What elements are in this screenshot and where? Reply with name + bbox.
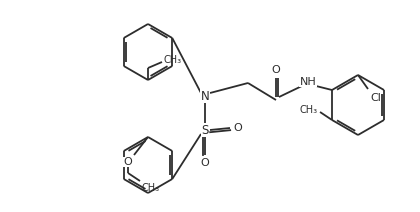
Text: S: S: [201, 124, 209, 137]
Text: CH₃: CH₃: [142, 183, 160, 193]
Text: O: O: [123, 157, 132, 167]
Text: Cl: Cl: [370, 93, 381, 103]
Text: O: O: [201, 158, 210, 168]
Text: N: N: [201, 89, 210, 102]
Text: CH₃: CH₃: [164, 55, 182, 65]
Text: O: O: [272, 65, 281, 75]
Text: O: O: [233, 123, 242, 133]
Text: NH: NH: [299, 77, 316, 87]
Text: CH₃: CH₃: [300, 105, 318, 115]
